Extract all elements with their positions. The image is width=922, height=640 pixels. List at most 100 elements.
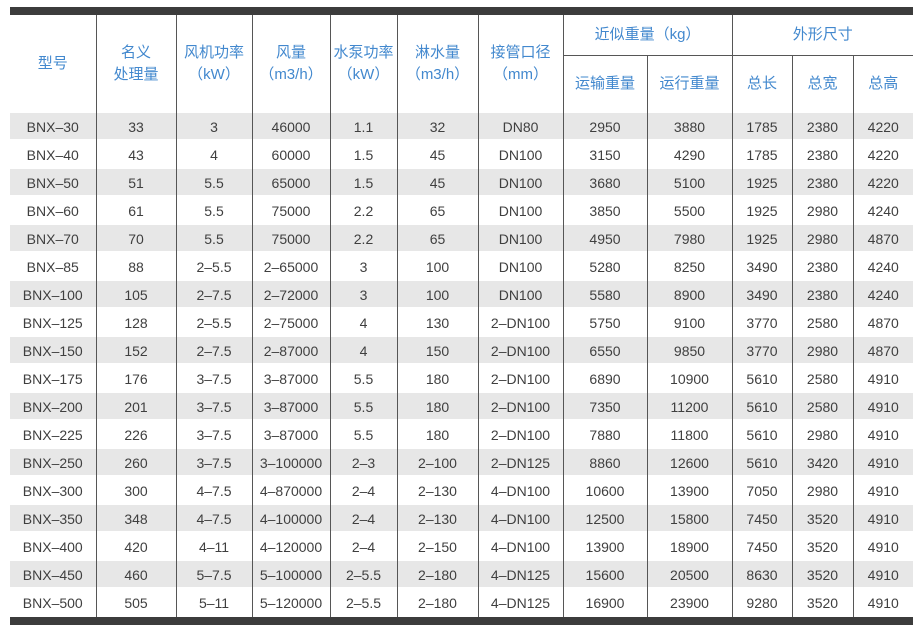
header-line: （m3/h） xyxy=(405,66,470,83)
cell-pump_power: 5.5 xyxy=(330,421,398,449)
cell-nominal_capacity: 505 xyxy=(96,589,177,617)
cell-nominal_capacity: 201 xyxy=(96,393,177,421)
cell-air_volume: 5–100000 xyxy=(252,561,331,589)
cell-total_height: 4910 xyxy=(867,483,899,499)
cell-fan_power: 5.5 xyxy=(176,225,253,253)
cell-total_height: 4240 xyxy=(853,281,913,309)
cell-transport_weight: 3680 xyxy=(563,169,648,197)
cell-fan_power: 5–7.5 xyxy=(176,561,253,589)
cell-operating_weight: 5500 xyxy=(647,197,733,225)
header-row-top: 型号 名义 处理量 风机功率 （kW） 风量 （m3/h） 水泵功率 （kW） xyxy=(10,15,913,113)
cell-air_volume: 60000 xyxy=(252,141,331,169)
table-row: BNX–350 348 4–7.5 4–100000 2–4 2–130 4–DN100 12… xyxy=(10,505,913,533)
table-row: BNX–400 420 4–11 4–120000 2–4 2–150 4–DN100 139… xyxy=(10,533,913,561)
cell-pump_power: 2–5.5 xyxy=(330,561,398,589)
cell-pump_power: 2–4 xyxy=(330,477,398,505)
cell-operating_weight: 9100 xyxy=(647,309,733,337)
table-row: BNX–125 128 2–5.5 2–75000 4 130 2–DN100 5750 910… xyxy=(10,309,913,337)
table-row: BNX–70 70 5.5 75000 2.2 65 DN100 4950 7980 1925 29… xyxy=(10,225,913,253)
header-line: 风量 xyxy=(275,44,306,62)
cell-total_length: 8630 xyxy=(732,561,793,589)
header-line: 名义 xyxy=(120,44,151,62)
col-header-total-length: 总长 xyxy=(732,55,793,113)
cell-spray_water: 2–180 xyxy=(397,589,479,617)
cell-fan_power: 2–5.5 xyxy=(176,253,253,281)
cell-total_width: 2980 xyxy=(792,225,854,253)
cell-air_volume: 4–100000 xyxy=(252,505,331,533)
cell-air_volume: 2–87000 xyxy=(252,337,331,365)
cell-pipe_diameter: 2–DN100 xyxy=(478,421,564,449)
col-header-total-width: 总宽 xyxy=(792,55,854,113)
cell-fan_power: 3–7.5 xyxy=(176,449,253,477)
cell-operating_weight: 12600 xyxy=(647,449,733,477)
cell-fan_power: 3–7.5 xyxy=(176,393,253,421)
table-row: BNX–300 300 4–7.5 4–870000 2–4 2–130 4–DN100 10… xyxy=(10,477,913,505)
cell-nominal_capacity: 61 xyxy=(96,197,177,225)
cell-nominal_capacity: 348 xyxy=(96,505,177,533)
cell-total_height: 4220 xyxy=(853,169,913,197)
cell-total_width: 3520 xyxy=(792,561,854,589)
cell-operating_weight: 9850 xyxy=(647,337,733,365)
cell-model: BNX–125 xyxy=(10,309,97,337)
cell-total_length: 3770 xyxy=(732,309,793,337)
cell-nominal_capacity: 420 xyxy=(96,533,177,561)
cell-pump_power: 2–4 xyxy=(330,533,398,561)
cell-transport_weight: 6890 xyxy=(563,365,648,393)
table-row: BNX–500 505 5–11 5–120000 2–5.5 2–180 4–DN125 1… xyxy=(10,589,913,617)
cell-spray_water: 2–130 xyxy=(397,477,479,505)
cell-pump_power: 1.5 xyxy=(330,169,398,197)
cell-pump_power: 3 xyxy=(330,253,398,281)
cell-total_length: 3490 xyxy=(732,281,793,309)
cell-pipe_diameter: DN100 xyxy=(478,197,564,225)
header-line: （kW） xyxy=(337,66,390,83)
cell-air_volume: 65000 xyxy=(252,169,331,197)
cell-total_height: 4870 xyxy=(853,337,913,365)
cell-pump_power: 2.2 xyxy=(330,225,398,253)
cell-pump_power: 5.5 xyxy=(330,365,398,393)
cell-air_volume: 2–65000 xyxy=(252,253,331,281)
cell-total_length: 7450 xyxy=(732,505,793,533)
cell-total_width: 2380 xyxy=(792,169,854,197)
table-row: BNX–250 260 3–7.5 3–100000 2–3 2–100 2–DN125 88… xyxy=(10,449,913,477)
cell-air_volume: 75000 xyxy=(252,197,331,225)
cell-transport_weight: 5580 xyxy=(563,281,648,309)
cell-total_length: 1925 xyxy=(732,225,793,253)
cell-operating_weight: 8250 xyxy=(647,253,733,281)
cell-transport_weight: 3850 xyxy=(563,197,648,225)
cell-model: BNX–50 xyxy=(10,169,97,197)
cell-pump_power: 2–3 xyxy=(330,449,398,477)
cell-air_volume: 3–100000 xyxy=(252,449,331,477)
cell-operating_weight: 13900 xyxy=(647,477,733,505)
cell-spray_water: 45 xyxy=(397,141,479,169)
cell-air_volume: 46000 xyxy=(252,113,331,141)
cell-pipe_diameter: DN100 xyxy=(478,281,564,309)
cell-nominal_capacity: 152 xyxy=(96,337,177,365)
cell-pipe_diameter: 4–DN100 xyxy=(478,477,564,505)
table-row: BNX–225 226 3–7.5 3–87000 5.5 180 2–DN100 7880 1… xyxy=(10,421,913,449)
cell-transport_weight: 10600 xyxy=(563,477,648,505)
cell-transport_weight: 7350 xyxy=(563,393,648,421)
cell-operating_weight: 10900 xyxy=(647,365,733,393)
header-line: 淋水量 xyxy=(414,44,460,62)
cell-nominal_capacity: 460 xyxy=(96,561,177,589)
cell-total_height: 4870 xyxy=(867,315,899,331)
cell-pump_power: 4 xyxy=(330,337,398,365)
cell-spray_water: 150 xyxy=(397,337,479,365)
cell-transport_weight: 2950 xyxy=(563,113,648,141)
cell-total_height: 4910 xyxy=(853,449,913,477)
cell-pump_power: 4 xyxy=(330,309,398,337)
cell-total_width: 3420 xyxy=(792,449,854,477)
cell-total_height: 4220 xyxy=(853,113,913,141)
header-line: 接管口径 xyxy=(490,44,551,62)
header-line: 风机功率 xyxy=(183,44,244,62)
cell-pipe_diameter: 2–DN100 xyxy=(478,365,564,393)
table-row: BNX–200 201 3–7.5 3–87000 5.5 180 2–DN100 7350 1… xyxy=(10,393,913,421)
cell-fan_power: 3 xyxy=(176,113,253,141)
cell-operating_weight: 4290 xyxy=(647,141,733,169)
cell-fan_power: 3–7.5 xyxy=(176,365,253,393)
cell-pump_power: 5.5 xyxy=(330,393,398,421)
cell-fan_power: 4–11 xyxy=(176,533,253,561)
cell-operating_weight: 11800 xyxy=(647,421,733,449)
cell-fan_power: 5.5 xyxy=(176,169,253,197)
cell-transport_weight: 3150 xyxy=(563,141,648,169)
